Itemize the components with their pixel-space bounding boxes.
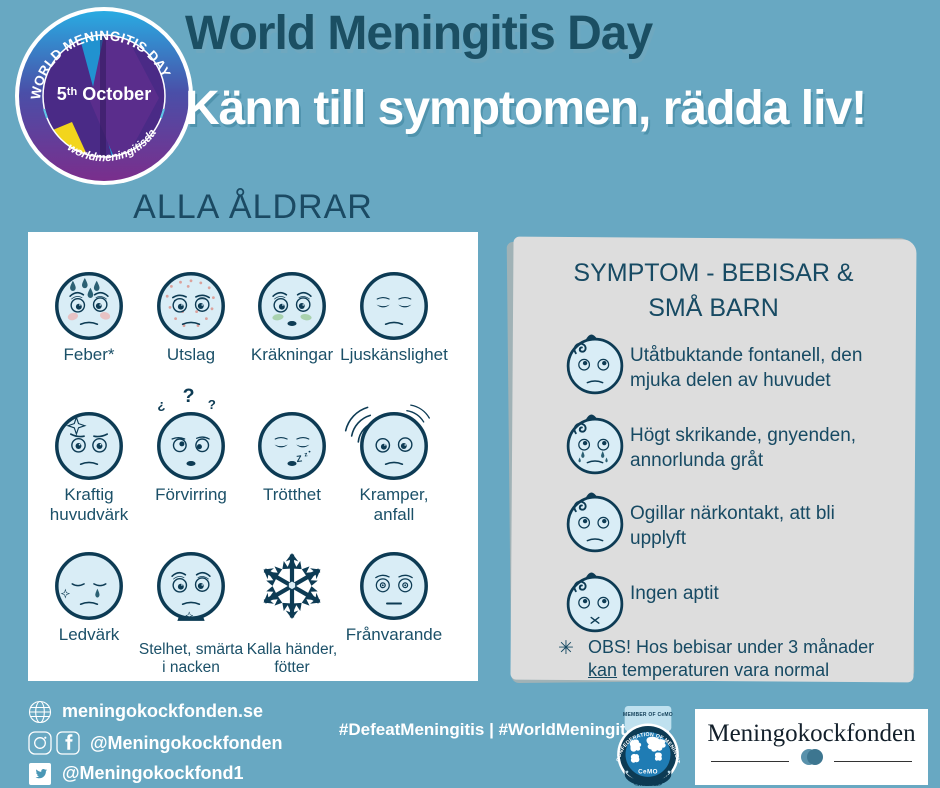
svg-text:MEMBER OF CeMO: MEMBER OF CeMO — [623, 712, 673, 718]
svg-text:CeMO: CeMO — [638, 769, 658, 776]
svg-text:?: ? — [183, 385, 195, 407]
svg-text:?: ? — [208, 397, 216, 412]
svg-text:¿: ¿ — [157, 397, 165, 412]
